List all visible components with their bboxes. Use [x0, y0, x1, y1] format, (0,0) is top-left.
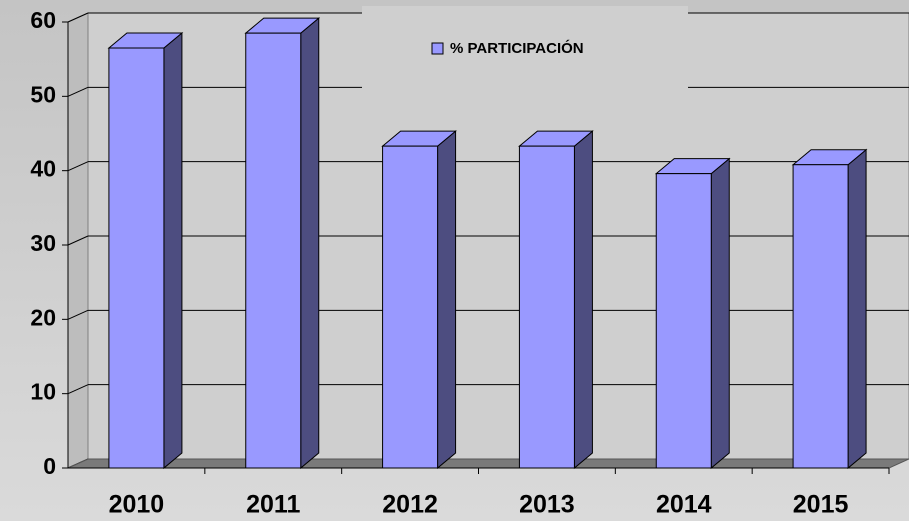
- bar: [791, 148, 868, 470]
- bar: [381, 130, 457, 470]
- floor: [67, 458, 909, 469]
- bar-front: [518, 145, 575, 469]
- bar: [244, 17, 321, 470]
- bar-front: [245, 32, 302, 469]
- grid-line-wall: [67, 235, 89, 246]
- x-tick-label: 2012: [382, 491, 438, 519]
- bar: [654, 157, 731, 470]
- bar-front: [655, 173, 712, 469]
- bar-front: [792, 164, 849, 469]
- bar-side: [437, 130, 457, 470]
- y-tick-label: 30: [30, 230, 56, 256]
- bar: [518, 130, 594, 470]
- bar-side: [710, 157, 730, 470]
- y-tick-label: 60: [30, 7, 56, 33]
- legend-bg: [362, 6, 688, 94]
- bar-front: [108, 47, 165, 469]
- y-tick-label: 50: [30, 81, 56, 107]
- bar-front: [382, 145, 439, 469]
- grid-line-wall: [67, 384, 89, 395]
- x-tick-label: 2010: [109, 491, 165, 519]
- plot-area: 0 10 20 30 40 50 60 % PARTICIPACIÓN 2010 2011 2012…: [30, 6, 909, 519]
- bar: [107, 31, 184, 470]
- y-tick-label: 20: [30, 304, 56, 330]
- y-tick-label: 40: [30, 156, 56, 182]
- y-tick-label: 10: [30, 379, 56, 405]
- bar-side: [573, 130, 593, 470]
- grid-line-wall: [67, 161, 89, 172]
- x-tick-label: 2015: [793, 491, 849, 519]
- x-tick-label: 2011: [246, 491, 300, 519]
- x-tick-label: 2014: [656, 491, 712, 519]
- legend-marker: [431, 42, 444, 55]
- bar-side: [847, 148, 867, 470]
- grid-line-wall: [67, 12, 89, 23]
- bar-side: [300, 17, 320, 470]
- legend-label: % PARTICIPACIÓN: [450, 39, 584, 57]
- x-tick-label: 2013: [519, 491, 575, 519]
- grid-line-wall: [67, 86, 89, 97]
- y-tick-label: 0: [43, 453, 56, 479]
- grid-line-wall: [67, 309, 89, 320]
- bar-side: [163, 31, 183, 470]
